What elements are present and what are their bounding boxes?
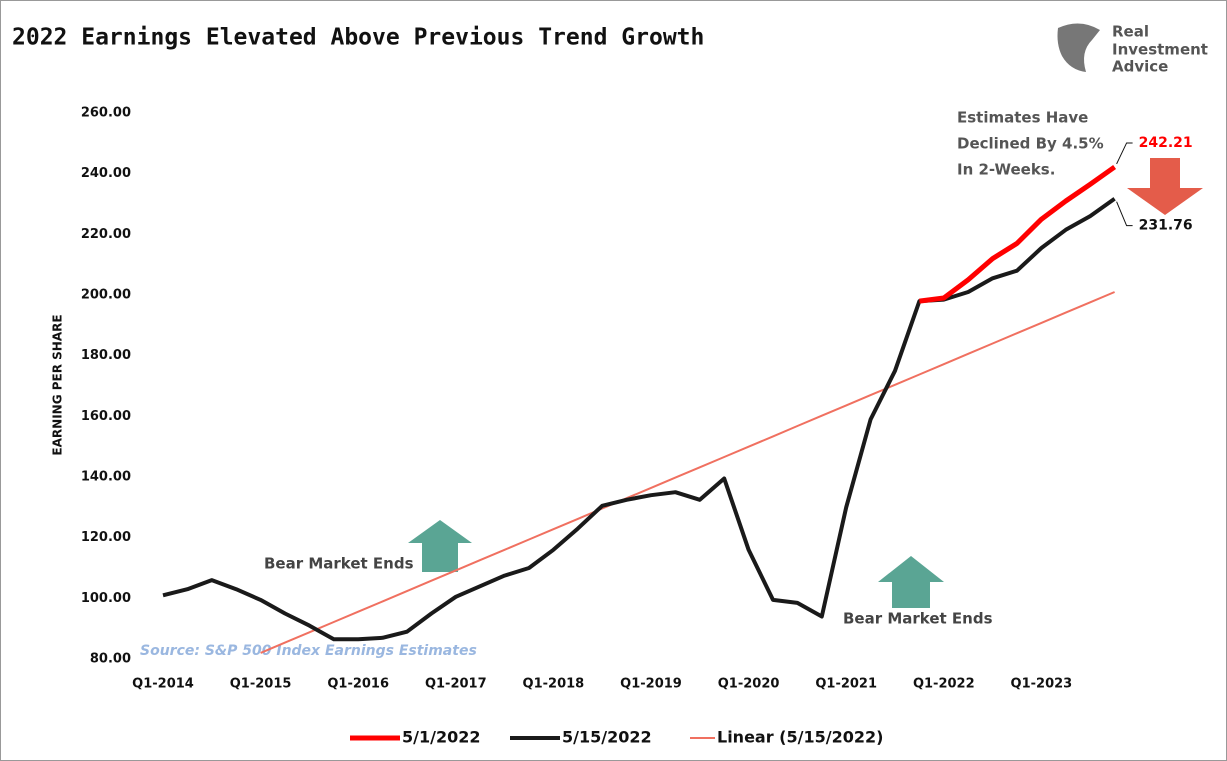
legend-label: 5/15/2022 bbox=[562, 728, 652, 747]
logo-icon bbox=[1057, 23, 1100, 73]
leader-line bbox=[1116, 201, 1133, 227]
logo-text: Real bbox=[1112, 23, 1149, 41]
annotation: Bear Market Ends bbox=[843, 610, 993, 628]
logo-text: Investment bbox=[1112, 41, 1208, 59]
series-line bbox=[260, 291, 1115, 654]
annotation: In 2-Weeks. bbox=[957, 161, 1055, 179]
y-tick-label: 180.00 bbox=[81, 348, 131, 363]
y-tick-label: 200.00 bbox=[81, 288, 131, 303]
x-tick-label: Q1-2017 bbox=[425, 677, 487, 692]
value-label: 231.76 bbox=[1139, 218, 1193, 234]
leader-line bbox=[1116, 142, 1133, 165]
up-arrow bbox=[878, 556, 944, 608]
y-tick-label: 80.00 bbox=[90, 652, 131, 667]
y-tick-label: 220.00 bbox=[81, 227, 131, 242]
x-tick-label: Q1-2020 bbox=[718, 677, 780, 692]
value-label: 242.21 bbox=[1139, 135, 1193, 151]
y-tick-label: 120.00 bbox=[81, 530, 131, 545]
y-axis-title: EARNING PER SHARE bbox=[51, 314, 65, 455]
legend-label: Linear (5/15/2022) bbox=[717, 728, 883, 747]
series-line bbox=[919, 164, 1117, 304]
x-tick-label: Q1-2018 bbox=[523, 677, 585, 692]
logo-text: Advice bbox=[1112, 58, 1168, 76]
annotation: Estimates Have bbox=[957, 109, 1088, 127]
y-tick-label: 240.00 bbox=[81, 166, 131, 181]
y-tick-label: 140.00 bbox=[81, 470, 131, 485]
y-tick-label: 160.00 bbox=[81, 409, 131, 424]
annotation: Declined By 4.5% bbox=[957, 135, 1104, 153]
source: Source: S&P 500 Index Earnings Estimates bbox=[140, 643, 477, 659]
chart-title: 2022 Earnings Elevated Above Previous Tr… bbox=[12, 25, 704, 51]
x-tick-label: Q1-2022 bbox=[913, 677, 975, 692]
y-tick-label: 260.00 bbox=[81, 106, 131, 121]
x-tick-label: Q1-2019 bbox=[620, 677, 682, 692]
x-tick-label: Q1-2016 bbox=[327, 677, 389, 692]
up-arrow bbox=[408, 520, 472, 572]
x-tick-label: Q1-2023 bbox=[1011, 677, 1073, 692]
x-tick-label: Q1-2014 bbox=[132, 677, 194, 692]
x-tick-label: Q1-2015 bbox=[230, 677, 292, 692]
down-arrow bbox=[1127, 158, 1203, 215]
x-tick-label: Q1-2021 bbox=[815, 677, 877, 692]
series-line bbox=[162, 197, 1116, 642]
y-tick-label: 100.00 bbox=[81, 591, 131, 606]
legend-label: 5/1/2022 bbox=[402, 728, 480, 747]
annotation: Bear Market Ends bbox=[264, 555, 414, 573]
